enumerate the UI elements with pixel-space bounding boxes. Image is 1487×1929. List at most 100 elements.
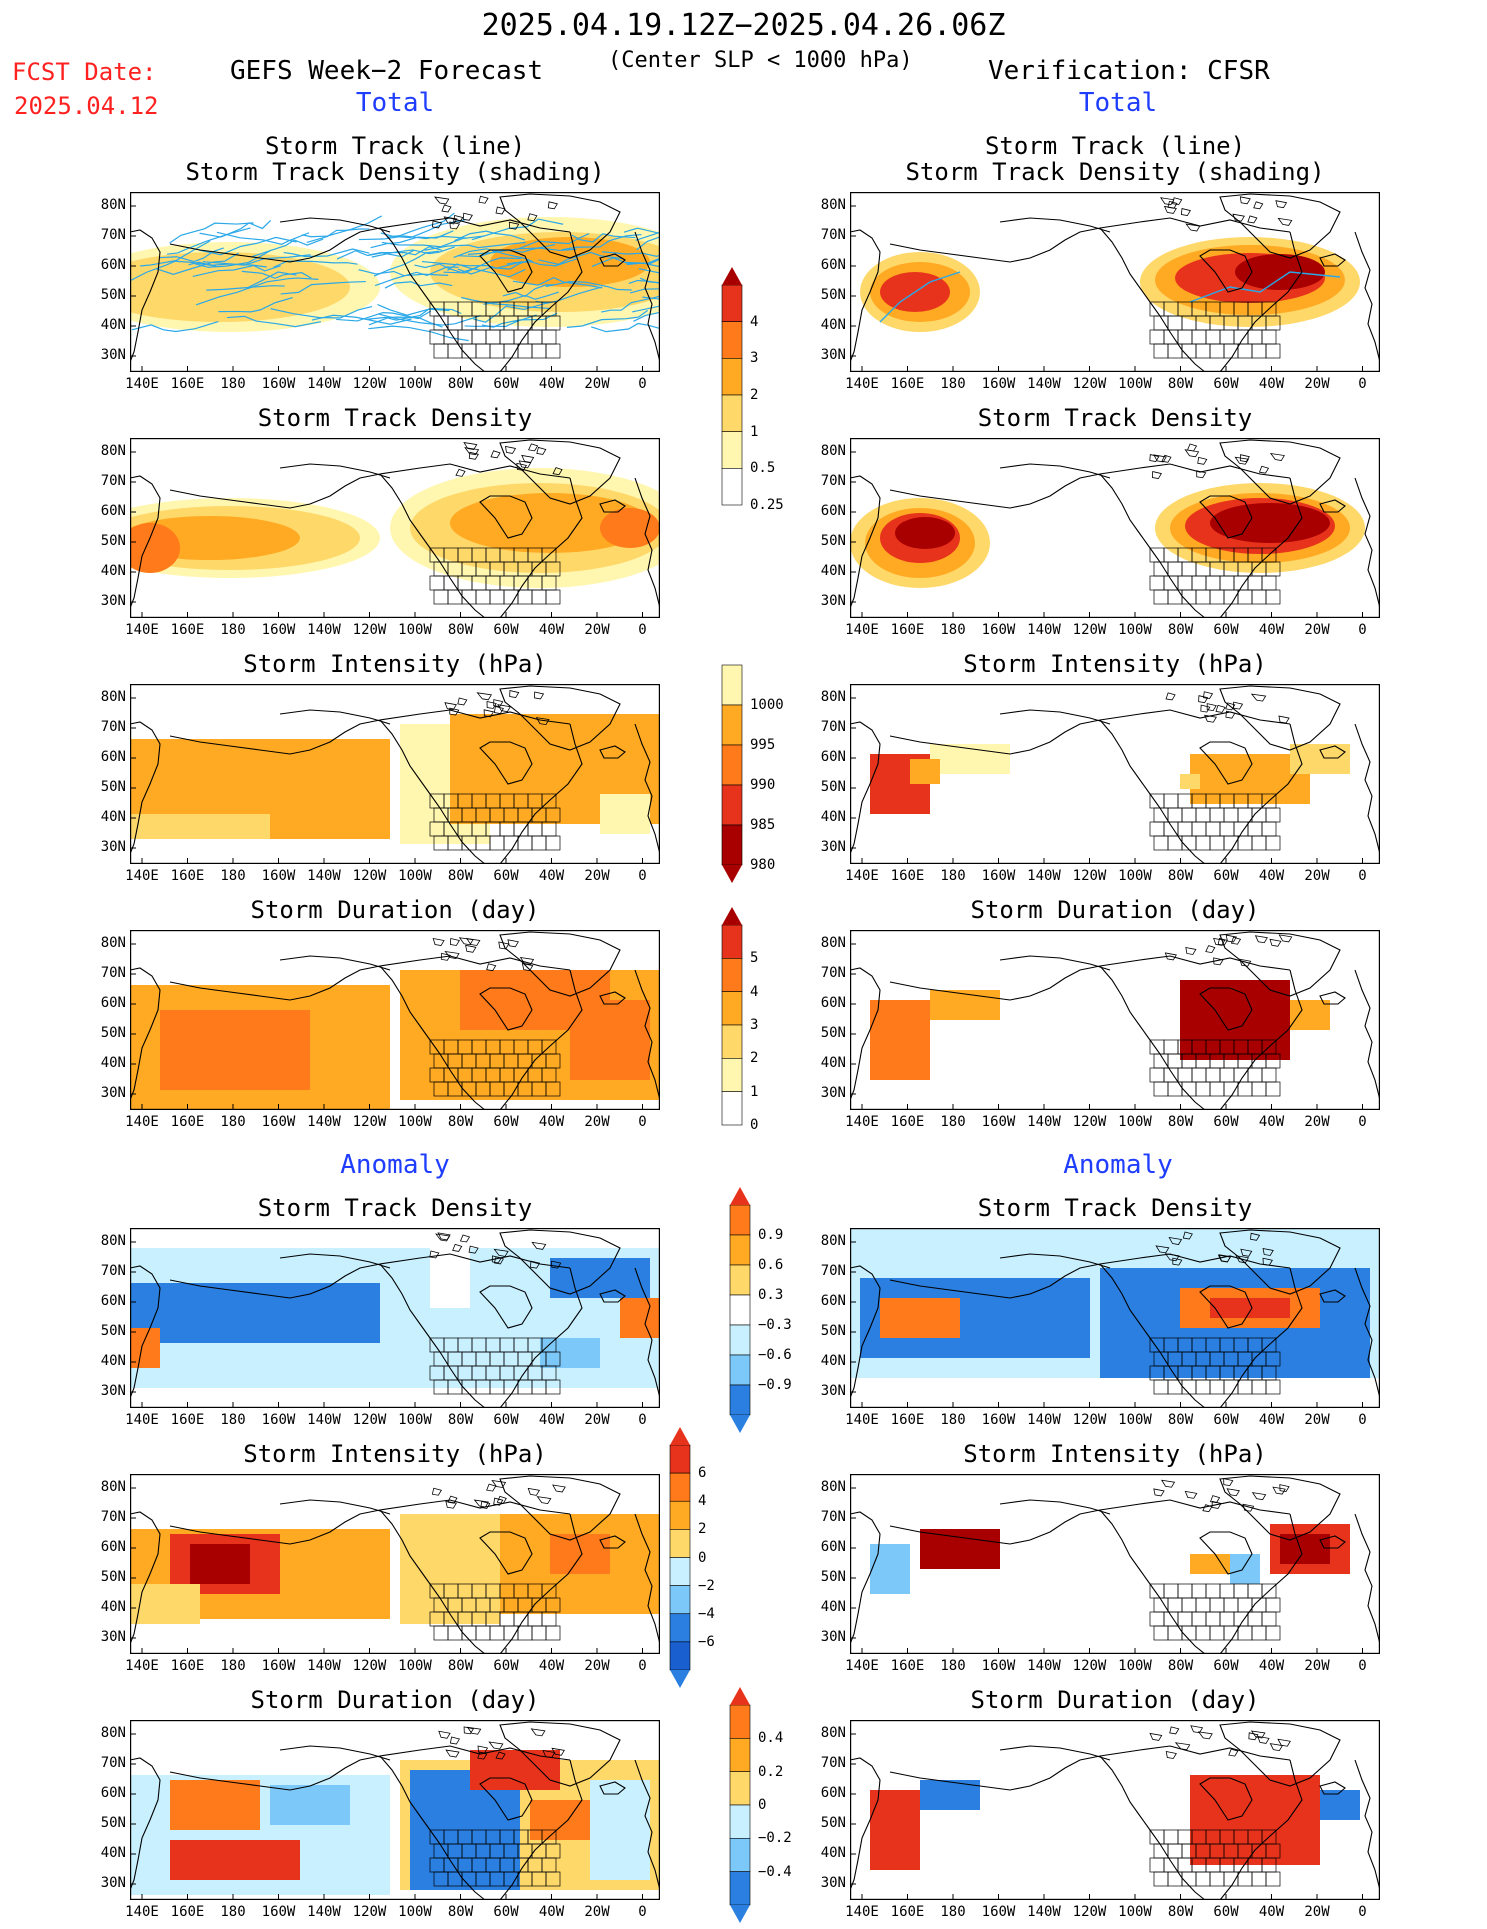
colorbar-label: 0 (758, 1797, 767, 1813)
colorbar-label: 0 (750, 1117, 759, 1133)
field-blob (450, 493, 650, 553)
panel-frame (850, 192, 1380, 372)
coastlines (850, 931, 1380, 1110)
colorbar-label: 990 (750, 777, 776, 793)
colorbar-label: 2 (750, 387, 759, 403)
lon-tick-label: 160W (261, 1904, 296, 1920)
lat-tick-label: 60N (820, 1293, 846, 1309)
lon-tick-label: 140W (1027, 1412, 1061, 1428)
map-svg (850, 1720, 1380, 1900)
lat-tick-label: 40N (100, 1599, 126, 1615)
lon-tick-label: 120W (352, 1412, 387, 1428)
lon-tick-label: 80W (1167, 376, 1194, 392)
colorbar-segment (669, 1641, 691, 1671)
panel-ticks (850, 1487, 1363, 1654)
lat-tick-label: 70N (820, 1263, 846, 1279)
field-blob (130, 523, 180, 573)
field-block (1230, 1554, 1260, 1584)
panel-title-anom-duration-right: Storm Duration (day) (970, 1686, 1260, 1714)
field-block (130, 814, 270, 839)
lon-tick-label: 140E (125, 868, 159, 884)
lon-tick-label: 0 (1358, 1658, 1367, 1674)
lat-tick-label: 50N (100, 533, 126, 549)
lat-tick-label: 60N (100, 1539, 126, 1555)
colorbar-label: 0.2 (758, 1763, 784, 1780)
colorbar-anom-duration-wrap (728, 1685, 752, 1929)
map-svg (850, 192, 1380, 372)
lat-tick-label: 70N (100, 719, 126, 735)
lon-tick-label: 20W (1304, 376, 1330, 392)
lon-tick-label: 20W (584, 868, 610, 884)
field-block (870, 1000, 930, 1080)
colorbar-segment (729, 1838, 751, 1872)
lon-tick-label: 120W (1072, 1904, 1107, 1920)
panel-ticks (850, 1733, 1363, 1900)
lat-tick-label: 40N (820, 1845, 846, 1861)
lat-tick-label: 80N (100, 1233, 126, 1249)
lat-tick-label: 80N (820, 443, 846, 459)
lon-tick-label: 100W (1118, 1658, 1152, 1674)
coastlines (130, 439, 660, 618)
lon-tick-label: 100W (1118, 622, 1152, 638)
panel-title-duration-right: Storm Duration (day) (970, 896, 1260, 924)
lon-tick-label: 40W (1258, 1412, 1285, 1428)
lon-tick-label: 160W (261, 1114, 296, 1130)
lon-tick-label: 160E (170, 1658, 205, 1674)
lat-tick-label: 70N (100, 473, 126, 489)
lat-tick-label: 60N (100, 1785, 126, 1801)
colorbar-total-duration-wrap (720, 905, 744, 1149)
colorbar-segment (669, 1613, 691, 1643)
field-block (270, 1785, 350, 1825)
lon-tick-label: 120W (1072, 622, 1107, 638)
lon-tick-label: 160E (890, 1114, 925, 1130)
lon-tick-label: 160E (170, 376, 205, 392)
map-svg (130, 192, 660, 372)
panel-title-anom-duration-left: Storm Duration (day) (250, 1686, 540, 1714)
lat-tick-label: 60N (820, 1539, 846, 1555)
lat-tick-label: 60N (820, 995, 846, 1011)
panel-title-duration-left: Storm Duration (day) (250, 896, 540, 924)
lat-tick-label: 60N (820, 1785, 846, 1801)
lon-tick-label: 80W (1167, 1658, 1194, 1674)
lon-tick-label: 160W (981, 1114, 1016, 1130)
lon-tick-label: 80W (447, 376, 474, 392)
lon-tick-label: 40W (538, 1114, 565, 1130)
lat-tick-label: 80N (100, 689, 126, 705)
map-svg (130, 930, 660, 1110)
colorbar-segment (729, 1204, 751, 1236)
coastlines (130, 1721, 660, 1900)
panel-frame (130, 1228, 660, 1408)
colorbar-label: 4 (750, 313, 759, 330)
lat-tick-label: 30N (820, 593, 846, 609)
map-svg (130, 1228, 660, 1408)
lon-tick-label: 100W (398, 1114, 432, 1130)
colorbar-segment (729, 1771, 751, 1806)
lon-tick-label: 160W (981, 376, 1016, 392)
field-block (570, 1000, 650, 1080)
colorbar-label: 1 (750, 423, 759, 440)
colorbar-total-density-wrap (720, 265, 744, 529)
colorbar-segment (721, 704, 743, 746)
lon-tick-label: 40W (538, 868, 565, 884)
lon-tick-label: 100W (398, 1658, 432, 1674)
field-block (1210, 1298, 1290, 1318)
lat-tick-label: 40N (100, 1353, 126, 1369)
lon-tick-label: 140E (845, 1658, 879, 1674)
lon-tick-label: 140E (125, 622, 159, 638)
map-panel-anom-duration-left (130, 1720, 660, 1900)
lat-tick-label: 50N (100, 287, 126, 303)
colorbar-label: −0.2 (758, 1830, 792, 1847)
panel-ticks (850, 1241, 1363, 1408)
colorbar-arrow-top (730, 1187, 750, 1205)
lon-tick-label: 140W (307, 1658, 341, 1674)
colorbar-segment (721, 394, 743, 432)
lon-tick-label: 160E (170, 1904, 205, 1920)
lon-tick-label: 160W (981, 1904, 1016, 1920)
lon-tick-label: 140E (845, 1412, 879, 1428)
colorbar-segment (669, 1500, 691, 1530)
lat-tick-label: 70N (100, 1263, 126, 1279)
colorbar-arrow-bottom (730, 1905, 750, 1923)
panel-title-track-line-right: Storm Track (line) (984, 132, 1246, 160)
lat-tick-label: 80N (820, 935, 846, 951)
lon-tick-label: 160E (170, 1114, 205, 1130)
